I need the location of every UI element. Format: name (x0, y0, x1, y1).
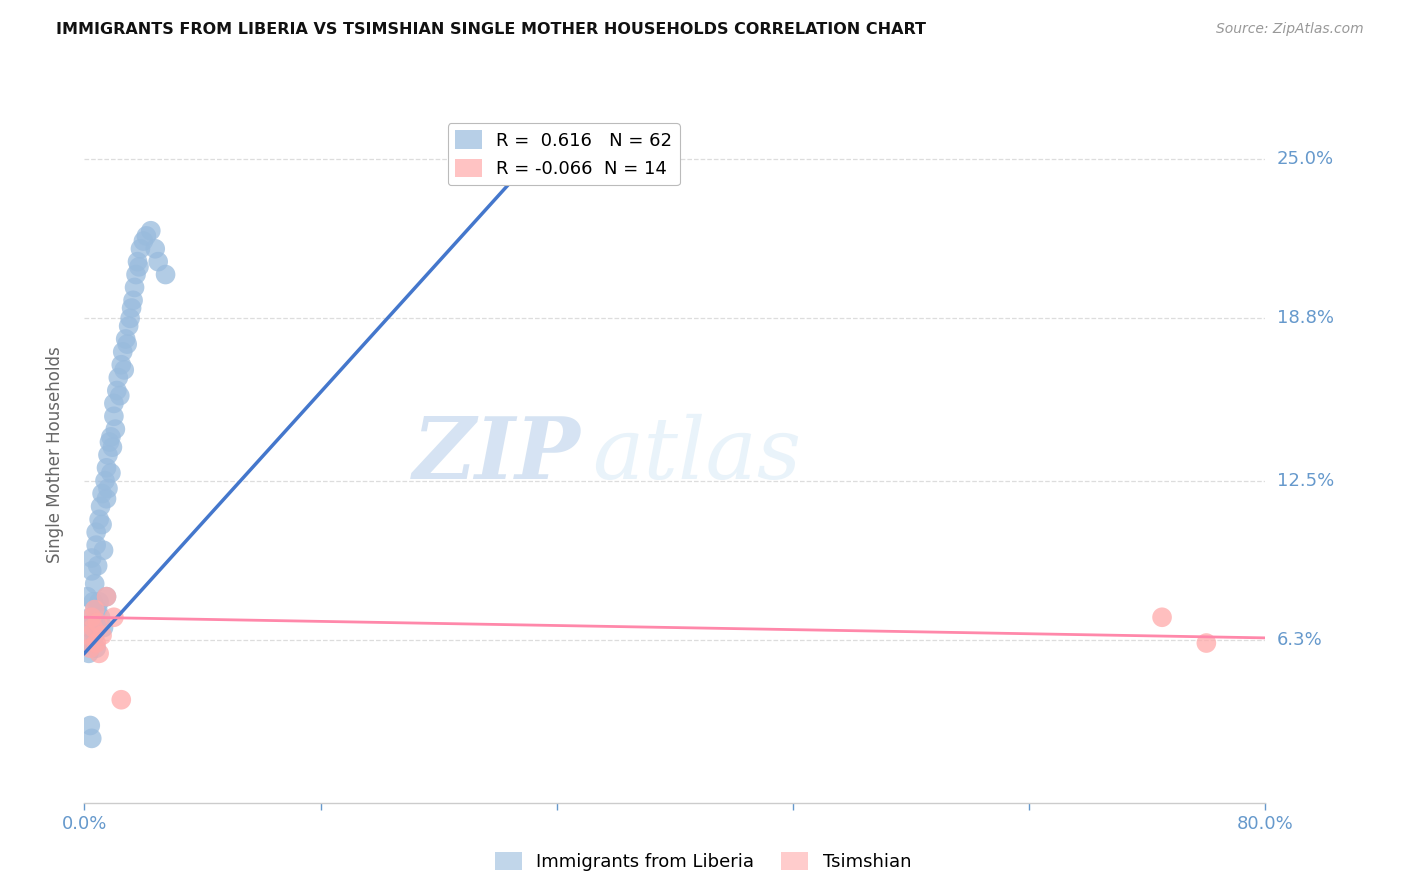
Point (103, 396, 125, 410)
Point (84, 641, 107, 656)
Point (76, 590, 98, 604)
Point (87, 646, 111, 660)
Point (132, 234, 155, 248)
Point (83, 576, 105, 591)
Point (84, 636, 107, 650)
Point (80, 731, 103, 746)
Point (125, 268, 148, 282)
Point (86, 602, 108, 616)
Point (107, 370, 129, 384)
Point (91, 628, 114, 642)
Legend: Immigrants from Liberia, Tsimshian: Immigrants from Liberia, Tsimshian (488, 845, 918, 879)
Point (139, 224, 162, 238)
Text: 6.3%: 6.3% (1277, 632, 1322, 649)
Point (105, 384, 128, 398)
Point (77, 628, 100, 642)
Point (79, 610, 101, 624)
Point (79, 641, 101, 656)
Point (96, 491, 118, 506)
Point (97, 482, 120, 496)
Point (120, 311, 142, 326)
Point (148, 254, 170, 268)
Point (118, 319, 141, 334)
Point (83, 602, 105, 616)
Point (121, 301, 143, 315)
Point (124, 280, 146, 294)
Point (103, 409, 125, 424)
Point (108, 389, 131, 403)
Point (90, 500, 112, 514)
Text: Source: ZipAtlas.com: Source: ZipAtlas.com (1216, 22, 1364, 37)
Point (91, 517, 114, 532)
Point (87, 512, 111, 526)
Point (112, 363, 135, 377)
Text: 18.8%: 18.8% (1277, 310, 1333, 327)
Point (129, 242, 152, 256)
Point (122, 293, 145, 308)
Point (96, 590, 118, 604)
Text: ZIP: ZIP (412, 413, 581, 497)
Point (77, 646, 100, 660)
Point (82, 595, 104, 609)
Point (86, 558, 108, 573)
Point (80, 564, 103, 578)
Point (114, 332, 136, 346)
Y-axis label: Single Mother Households: Single Mother Households (45, 347, 63, 563)
Point (82, 615, 104, 630)
Text: 12.5%: 12.5% (1277, 472, 1334, 490)
Point (86, 615, 108, 630)
Point (110, 358, 132, 372)
Point (79, 636, 101, 650)
Point (1150, 610, 1173, 624)
Point (111, 344, 134, 359)
Point (90, 610, 112, 624)
Point (82, 621, 104, 635)
Text: IMMIGRANTS FROM LIBERIA VS TSIMSHIAN SINGLE MOTHER HOUSEHOLDS CORRELATION CHART: IMMIGRANTS FROM LIBERIA VS TSIMSHIAN SIN… (56, 22, 927, 37)
Point (155, 268, 177, 282)
Point (104, 422, 127, 436)
Point (94, 474, 117, 488)
Text: atlas: atlas (592, 414, 801, 496)
Point (135, 228, 157, 243)
Point (83, 628, 105, 642)
Point (100, 430, 122, 444)
Point (128, 260, 150, 274)
Point (143, 242, 166, 256)
Point (98, 435, 121, 450)
Point (100, 466, 122, 480)
Point (80, 610, 103, 624)
Point (91, 486, 114, 500)
Point (80, 551, 103, 566)
Point (103, 610, 125, 624)
Point (1195, 636, 1218, 650)
Point (84, 525, 107, 540)
Point (93, 621, 115, 635)
Point (101, 440, 124, 454)
Point (96, 590, 118, 604)
Point (127, 254, 149, 268)
Text: 25.0%: 25.0% (1277, 150, 1334, 168)
Point (110, 692, 132, 706)
Point (93, 543, 115, 558)
Legend: R =  0.616   N = 62, R = -0.066  N = 14: R = 0.616 N = 62, R = -0.066 N = 14 (447, 123, 679, 186)
Point (96, 460, 118, 475)
Point (115, 337, 138, 351)
Point (77, 621, 100, 635)
Point (84, 538, 107, 552)
Point (79, 718, 101, 732)
Point (97, 448, 120, 462)
Point (87, 595, 111, 609)
